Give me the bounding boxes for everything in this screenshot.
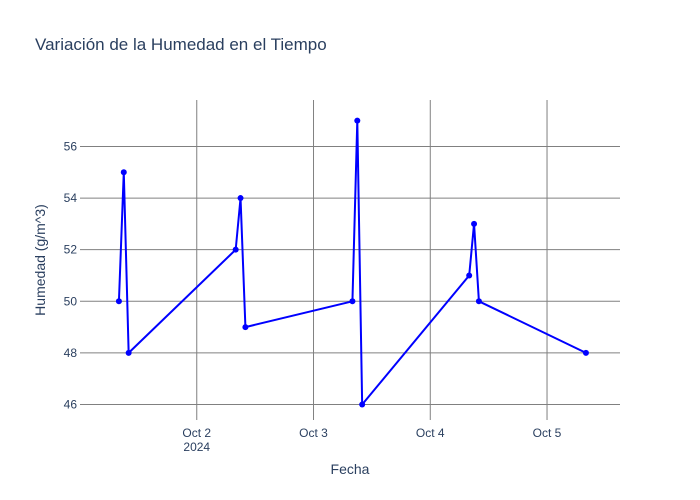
data-point[interactable] [242, 324, 249, 331]
grid-layer [80, 100, 620, 420]
x-tick-sublabel: 2024 [183, 440, 210, 454]
data-point[interactable] [237, 195, 244, 202]
y-tick-label: 52 [64, 243, 78, 257]
y-tick-label: 50 [64, 294, 78, 308]
series-layer [115, 117, 589, 408]
y-axis-title: Humedad (g/m^3) [32, 204, 48, 316]
data-point[interactable] [359, 401, 366, 408]
data-point[interactable] [115, 298, 122, 305]
x-axis-title: Fecha [331, 461, 370, 477]
y-tick-label: 56 [64, 139, 78, 153]
data-point[interactable] [125, 349, 132, 356]
y-tick-label: 54 [64, 191, 78, 205]
x-tick-label: Oct 3 [299, 426, 328, 440]
data-point[interactable] [120, 169, 127, 176]
data-point[interactable] [475, 298, 482, 305]
y-tick-label: 46 [64, 398, 78, 412]
x-tick-label: Oct 2 [182, 426, 211, 440]
x-tick-label: Oct 4 [416, 426, 445, 440]
data-point[interactable] [354, 117, 361, 124]
x-tick-label: Oct 5 [533, 426, 562, 440]
data-point[interactable] [349, 298, 356, 305]
data-point[interactable] [466, 272, 473, 279]
data-point[interactable] [471, 220, 478, 227]
chart-title: Variación de la Humedad en el Tiempo [35, 35, 327, 54]
data-point[interactable] [232, 246, 239, 253]
data-point[interactable] [582, 349, 589, 356]
y-tick-label: 48 [64, 346, 78, 360]
